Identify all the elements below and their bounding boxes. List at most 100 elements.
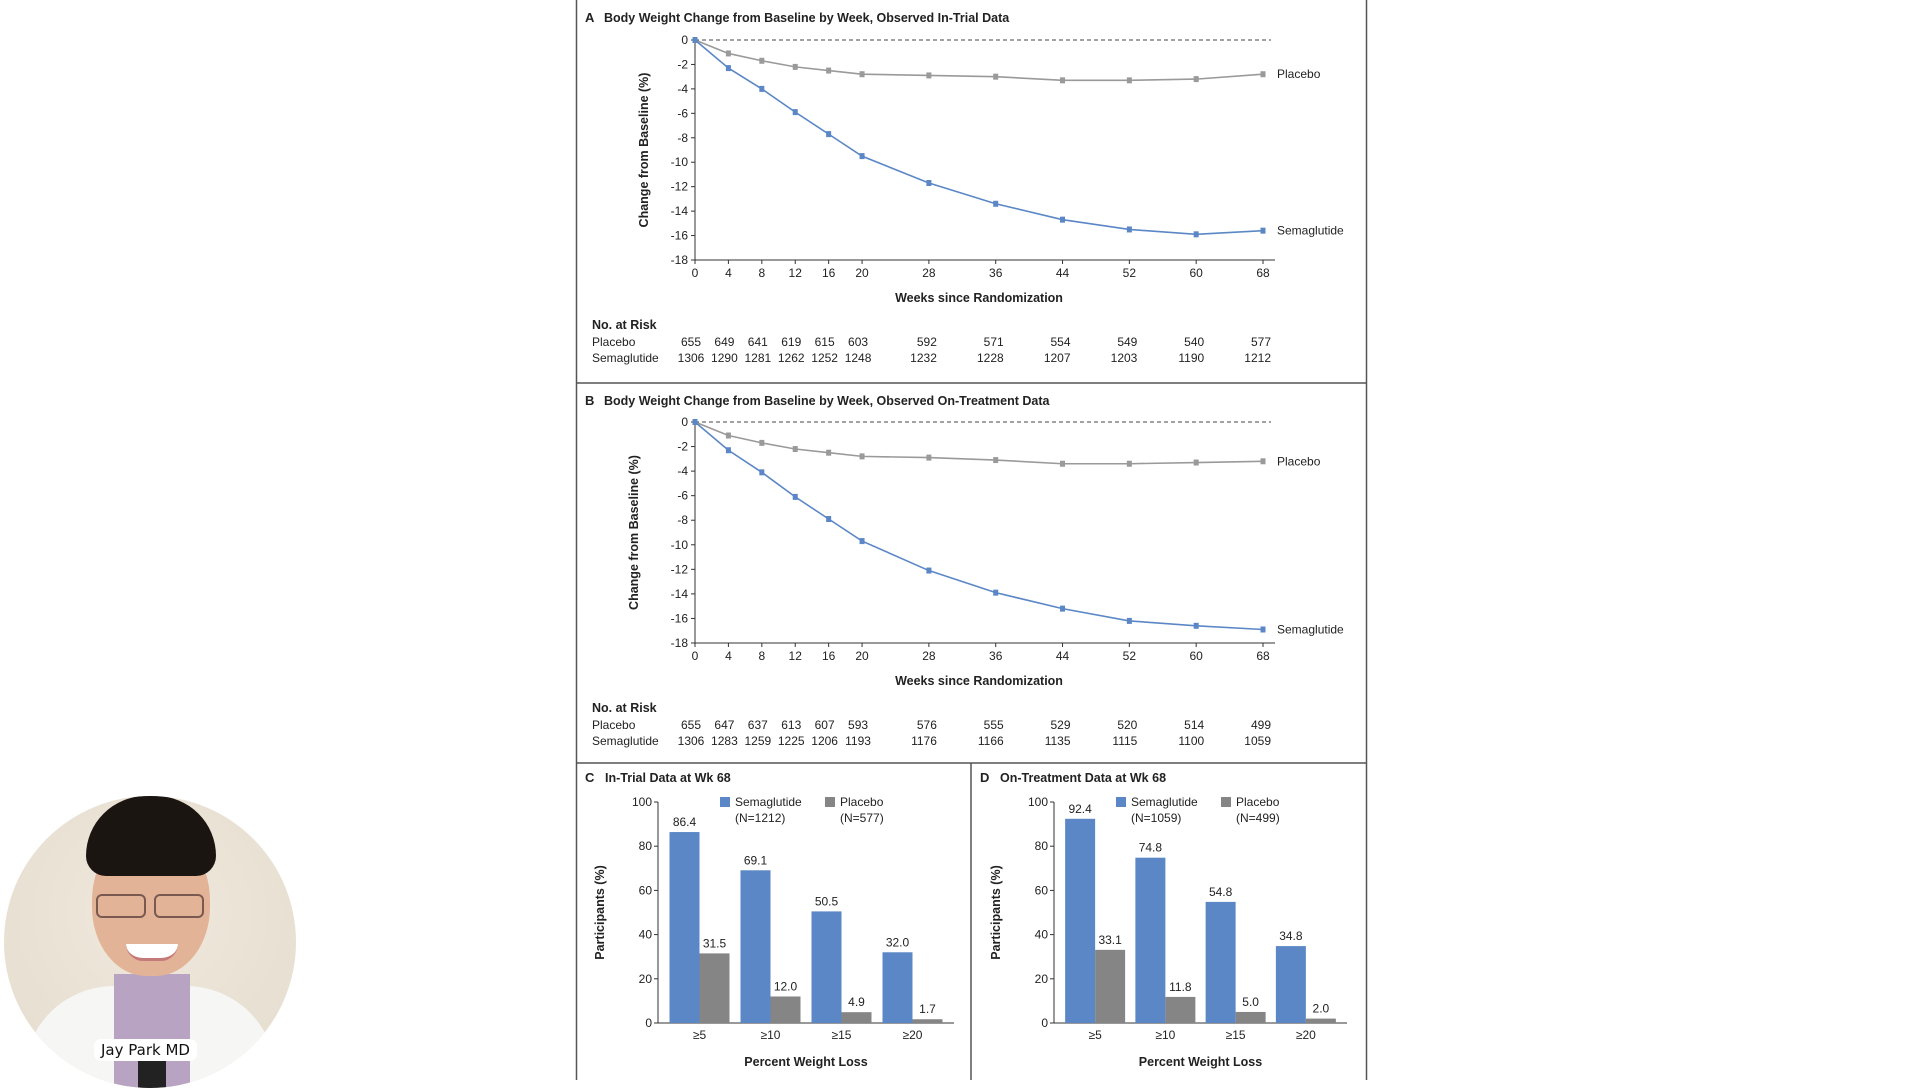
y-tick-label: 100	[1028, 795, 1048, 809]
presenter-avatar	[4, 796, 296, 1088]
at-risk-count: 1290	[711, 351, 738, 365]
x-axis-label: Percent Weight Loss	[744, 1055, 867, 1069]
y-tick-label: 0	[681, 33, 688, 47]
at-risk-count: 603	[848, 335, 868, 349]
data-point-semaglutide	[926, 180, 932, 186]
y-tick-label: 20	[1035, 972, 1049, 986]
data-point-placebo	[725, 50, 731, 57]
x-tick-label: 0	[692, 649, 699, 663]
data-point-semaglutide	[692, 37, 698, 43]
x-tick-label: 4	[725, 266, 732, 280]
bar-value-label: 1.7	[919, 1002, 936, 1016]
bar-value-label: 12.0	[774, 979, 798, 993]
y-tick-label: 40	[639, 928, 653, 942]
at-risk-count: 1225	[778, 734, 805, 748]
at-risk-count: 1283	[711, 734, 738, 748]
at-risk-row-label: Placebo	[592, 335, 636, 349]
bar-value-label: 50.5	[815, 894, 839, 908]
at-risk-count: 540	[1184, 335, 1204, 349]
at-risk-count: 1212	[1244, 351, 1271, 365]
legend-n-label: (N=1212)	[735, 811, 785, 825]
x-tick-label: 28	[922, 649, 936, 663]
at-risk-count: 1059	[1244, 734, 1271, 748]
series-line-semaglutide	[694, 421, 1264, 631]
at-risk-count: 637	[748, 718, 768, 732]
y-tick-label: 20	[639, 972, 653, 986]
x-tick-label: 12	[789, 649, 803, 663]
x-tick-label: 4	[725, 649, 732, 663]
series-label-placebo: Placebo	[1277, 67, 1321, 81]
panel-letter: A	[585, 10, 595, 25]
glasses-icon	[96, 894, 206, 918]
data-point-semaglutide	[1193, 622, 1199, 629]
y-tick-label: -4	[677, 464, 688, 478]
data-point-semaglutide	[1060, 605, 1066, 612]
panel-title: On-Treatment Data at Wk 68	[1000, 771, 1166, 785]
y-tick-label: 80	[639, 839, 653, 853]
y-tick-label: 40	[1035, 928, 1049, 942]
series-label-placebo: Placebo	[1277, 454, 1321, 468]
y-tick-label: -14	[671, 587, 689, 601]
at-risk-count: 571	[984, 335, 1004, 349]
x-tick-label: 68	[1256, 649, 1270, 663]
at-risk-count: 655	[681, 335, 701, 349]
bar-placebo	[770, 996, 801, 1023]
at-risk-count: 1135	[1045, 734, 1071, 748]
panel-letter: C	[585, 770, 595, 785]
panel-c: C In-Trial Data at Wk 68 0 20 40 60 80 100 Parti…	[585, 770, 954, 1069]
data-point-semaglutide	[725, 65, 731, 72]
data-point-placebo	[926, 72, 932, 79]
y-tick-label: -18	[671, 636, 689, 650]
y-tick-label: -8	[677, 131, 688, 145]
data-point-semaglutide	[1193, 231, 1199, 238]
series-line-semaglutide	[694, 39, 1264, 236]
y-tick-label: -10	[671, 538, 689, 552]
x-axis-label: Percent Weight Loss	[1139, 1055, 1262, 1069]
series-label-semaglutide: Semaglutide	[1277, 224, 1344, 238]
legend-n-label: (N=499)	[1236, 811, 1280, 825]
y-axis-label: Change from Baseline (%)	[627, 455, 641, 610]
data-point-placebo	[1126, 77, 1132, 84]
bar-semaglutide	[669, 832, 700, 1023]
at-risk-count: 647	[714, 718, 734, 732]
data-point-placebo	[826, 67, 832, 74]
y-axis-label: Participants (%)	[989, 865, 1003, 959]
y-tick-label: 100	[632, 795, 652, 809]
bar-placebo	[699, 953, 730, 1023]
bar-semaglutide	[1275, 946, 1306, 1023]
x-category-label: ≥20	[903, 1028, 923, 1042]
at-risk-count: 1228	[977, 351, 1004, 365]
legend-label: Semaglutide	[1131, 795, 1198, 809]
bar-semaglutide	[1135, 857, 1166, 1023]
y-tick-label: -12	[671, 562, 689, 576]
at-risk-count: 549	[1117, 335, 1137, 349]
panel-title: Body Weight Change from Baseline by Week…	[604, 394, 1051, 408]
x-tick-label: 20	[855, 266, 869, 280]
data-point-placebo	[993, 457, 999, 464]
legend-n-label: (N=1059)	[1131, 811, 1181, 825]
at-risk-count: 613	[781, 718, 801, 732]
data-point-semaglutide	[859, 538, 865, 545]
data-point-semaglutide	[1126, 617, 1132, 624]
data-point-placebo	[759, 57, 765, 64]
x-tick-label: 36	[989, 649, 1003, 663]
y-tick-label: -4	[677, 82, 688, 96]
y-tick-label: -18	[671, 253, 689, 267]
data-point-semaglutide	[692, 419, 698, 425]
at-risk-count: 1100	[1178, 734, 1204, 748]
x-tick-label: 52	[1123, 649, 1137, 663]
data-point-placebo	[792, 446, 798, 453]
at-risk-count: 1262	[778, 351, 805, 365]
bar-value-label: 54.8	[1209, 885, 1233, 899]
at-risk-count: 1176	[911, 734, 937, 748]
series-label-semaglutide: Semaglutide	[1277, 622, 1344, 636]
legend-label: Semaglutide	[735, 795, 802, 809]
x-tick-label: 16	[822, 649, 836, 663]
at-risk-count: 655	[681, 718, 701, 732]
y-tick-label: 80	[1035, 839, 1049, 853]
x-tick-label: 0	[692, 266, 699, 280]
panel-d: D On-Treatment Data at Wk 68 0 20 40 60 80 100 P…	[980, 770, 1347, 1069]
at-risk-count: 641	[748, 335, 768, 349]
at-risk-count: 1190	[1178, 351, 1204, 365]
